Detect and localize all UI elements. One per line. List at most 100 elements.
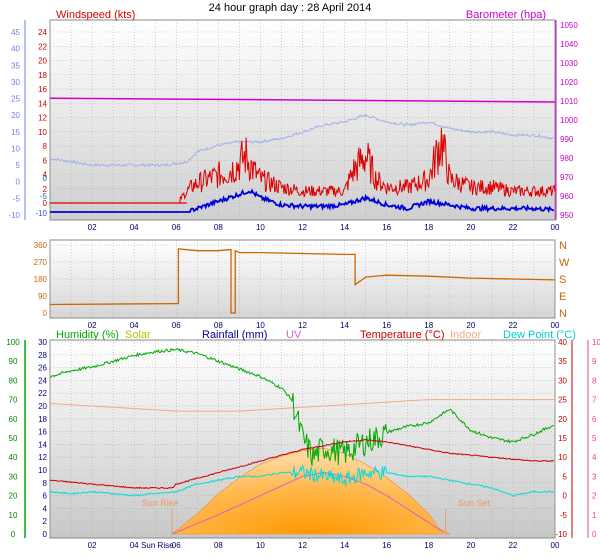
indoor-legend: Indoor bbox=[450, 329, 482, 341]
x-tick-label: 04 bbox=[130, 321, 139, 330]
temp-tick-label: 5 bbox=[563, 472, 568, 481]
x-tick-label: 20 bbox=[466, 541, 475, 550]
windspeed-axis-label: Windspeed (kts) bbox=[56, 9, 135, 21]
x-tick-label: 08 bbox=[214, 541, 223, 550]
humidity-tick-label: 40 bbox=[9, 453, 18, 462]
wind-tick-label: 24 bbox=[38, 28, 47, 37]
uv-tick-label: 8 bbox=[592, 376, 597, 385]
barometer-tick-label: 970 bbox=[560, 173, 574, 182]
wind-tick-label: 4 bbox=[43, 171, 48, 180]
rain-tick-label: 16 bbox=[38, 428, 47, 437]
wind-tick-label: 16 bbox=[38, 85, 47, 94]
wind-neg-tick-label: -5 bbox=[40, 192, 48, 201]
x-tick-label: 02 bbox=[88, 321, 97, 330]
x-tick-label: 02 bbox=[88, 223, 97, 232]
axis-sunrise-label: Sun Rise bbox=[141, 541, 174, 550]
x-tick-label: 22 bbox=[508, 541, 517, 550]
humidity-tick-label: 10 bbox=[9, 511, 18, 520]
outer-tick-label: 25 bbox=[11, 95, 20, 104]
dewpoint-legend: Dew Point (°C) bbox=[503, 329, 576, 341]
rain-tick-label: 8 bbox=[43, 479, 48, 488]
uv-tick-label: 6 bbox=[592, 415, 597, 424]
temp-tick-label: 20 bbox=[558, 415, 567, 424]
wind-tick-label: 0 bbox=[43, 199, 48, 208]
x-tick-label: 06 bbox=[172, 223, 181, 232]
uv-tick-label: 0 bbox=[592, 530, 597, 539]
rain-tick-label: 0 bbox=[43, 530, 48, 539]
x-tick-label: 16 bbox=[382, 223, 391, 232]
humidity-tick-label: 50 bbox=[9, 434, 18, 443]
barometer-tick-label: 1040 bbox=[560, 40, 578, 49]
x-tick-label: 14 bbox=[340, 541, 349, 550]
uv-tick-label: 4 bbox=[592, 453, 597, 462]
x-tick-label: 00 bbox=[551, 321, 560, 330]
outer-tick-label: 5 bbox=[16, 161, 21, 170]
x-tick-label: 00 bbox=[551, 223, 560, 232]
direction-tick-label: 180 bbox=[34, 275, 48, 284]
uv-tick-label: 2 bbox=[592, 492, 597, 501]
x-tick-label: 04 bbox=[130, 223, 139, 232]
temp-tick-label: 40 bbox=[558, 338, 567, 347]
series-layer bbox=[49, 97, 556, 535]
x-tick-label: 12 bbox=[298, 321, 307, 330]
uv-tick-label: 10 bbox=[592, 338, 600, 347]
rain-tick-label: 2 bbox=[43, 517, 48, 526]
barometer-tick-label: 1020 bbox=[560, 78, 578, 87]
temperature-line bbox=[49, 438, 555, 490]
x-tick-label: 02 bbox=[88, 541, 97, 550]
uv-tick-label: 3 bbox=[592, 472, 597, 481]
compass-tick-label: N bbox=[559, 308, 567, 320]
barometer-tick-label: 1050 bbox=[560, 21, 578, 30]
wind-tick-label: 12 bbox=[38, 114, 47, 123]
temp-tick-label: -5 bbox=[560, 511, 568, 520]
barometer-tick-label: 1030 bbox=[560, 59, 578, 68]
wind-tick-label: 20 bbox=[38, 57, 47, 66]
rain-tick-label: 4 bbox=[43, 504, 48, 513]
temp-tick-label: 0 bbox=[563, 492, 568, 501]
uv-tick-label: 7 bbox=[592, 396, 597, 405]
barometer-tick-label: 1000 bbox=[560, 116, 578, 125]
x-tick-label: 10 bbox=[256, 321, 265, 330]
x-tick-label: 10 bbox=[256, 541, 265, 550]
temp-tick-label: 35 bbox=[558, 357, 567, 366]
outer-tick-label: -5 bbox=[13, 194, 21, 203]
x-tick-label: 22 bbox=[508, 321, 517, 330]
x-tick-label: 14 bbox=[340, 223, 349, 232]
rain-tick-label: 20 bbox=[38, 402, 47, 411]
solar-legend: Solar bbox=[125, 329, 151, 341]
humidity-tick-label: 30 bbox=[9, 472, 18, 481]
x-tick-label: 18 bbox=[424, 223, 433, 232]
outer-scale-line bbox=[49, 112, 554, 168]
x-tick-label: 04 bbox=[130, 541, 139, 550]
temp-tick-label: 30 bbox=[558, 376, 567, 385]
outer-tick-label: -10 bbox=[8, 211, 20, 220]
humidity-tick-label: 100 bbox=[6, 338, 20, 347]
humidity-tick-label: 70 bbox=[9, 396, 18, 405]
barometer-tick-label: 990 bbox=[560, 135, 574, 144]
temp-tick-label: 25 bbox=[558, 396, 567, 405]
temperature-legend: Temperature (°C) bbox=[360, 329, 444, 341]
wind-tick-label: 8 bbox=[43, 142, 48, 151]
x-tick-label: 22 bbox=[508, 223, 517, 232]
x-tick-label: 14 bbox=[340, 321, 349, 330]
humidity-line bbox=[49, 347, 555, 466]
x-tick-label: 10 bbox=[256, 223, 265, 232]
wind-tick-label: 10 bbox=[38, 128, 47, 137]
barometer-line bbox=[49, 97, 556, 103]
x-tick-label: 06 bbox=[172, 541, 181, 550]
chart-title: 24 hour graph day : 28 April 2014 bbox=[209, 2, 372, 14]
x-tick-label: 18 bbox=[424, 321, 433, 330]
humidity-tick-label: 60 bbox=[9, 415, 18, 424]
dewpoint-line bbox=[49, 463, 555, 497]
x-tick-label: 12 bbox=[298, 541, 307, 550]
rain-tick-label: 24 bbox=[38, 376, 47, 385]
uv-legend: UV bbox=[286, 329, 302, 341]
wind-tick-label: 14 bbox=[38, 99, 47, 108]
gust-line bbox=[50, 188, 555, 214]
rain-tick-label: 26 bbox=[38, 364, 47, 373]
direction-tick-label: 0 bbox=[43, 309, 48, 318]
outer-tick-label: 40 bbox=[11, 45, 20, 54]
